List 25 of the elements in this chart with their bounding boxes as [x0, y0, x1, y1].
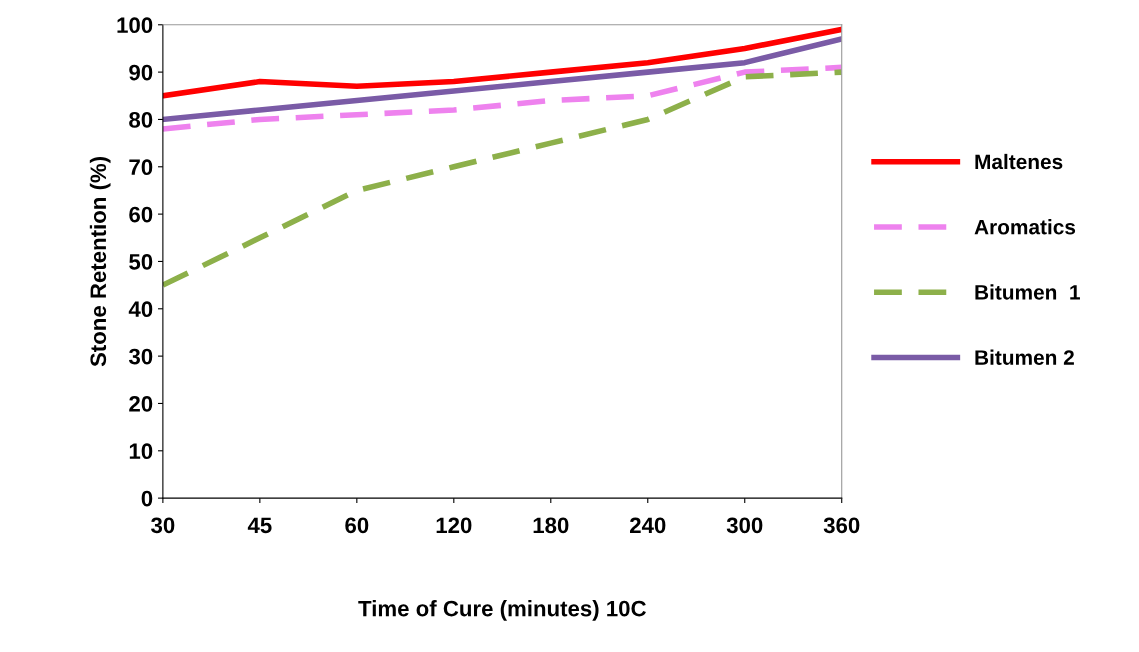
y-tick-label: 80	[129, 111, 153, 128]
x-tick-label: 60	[345, 517, 369, 534]
x-tick-label: 360	[823, 517, 860, 534]
x-tick-label: 120	[436, 517, 472, 534]
legend-label: Bitumen 1	[975, 284, 1080, 300]
y-tick-label: 60	[129, 206, 153, 223]
x-tick-label: 300	[726, 517, 763, 534]
y-axis-title: Stone Retention (%)	[89, 157, 111, 367]
y-tick-label: 70	[129, 159, 153, 176]
legend-label: Maltenes	[975, 153, 1063, 170]
y-tick-label: 40	[128, 301, 153, 318]
y-tick-label: 30	[128, 348, 153, 365]
y-tick-label: 0	[141, 490, 153, 507]
y-tick-label: 100	[117, 17, 153, 34]
legend-label: Aromatics	[974, 219, 1076, 235]
y-tick-label: 20	[129, 395, 153, 412]
x-tick-label: 240	[630, 517, 666, 534]
x-tick-label: 180	[533, 517, 569, 534]
x-tick-label: 45	[247, 517, 272, 534]
y-tick-label: 90	[129, 64, 153, 81]
legend-label: Bitumen 2	[975, 349, 1074, 365]
x-tick-label: 30	[151, 517, 175, 534]
x-axis-title: Time of Cure (minutes) 10C	[358, 600, 646, 621]
y-tick-label: 50	[129, 253, 153, 270]
y-tick-label: 10	[129, 443, 153, 460]
